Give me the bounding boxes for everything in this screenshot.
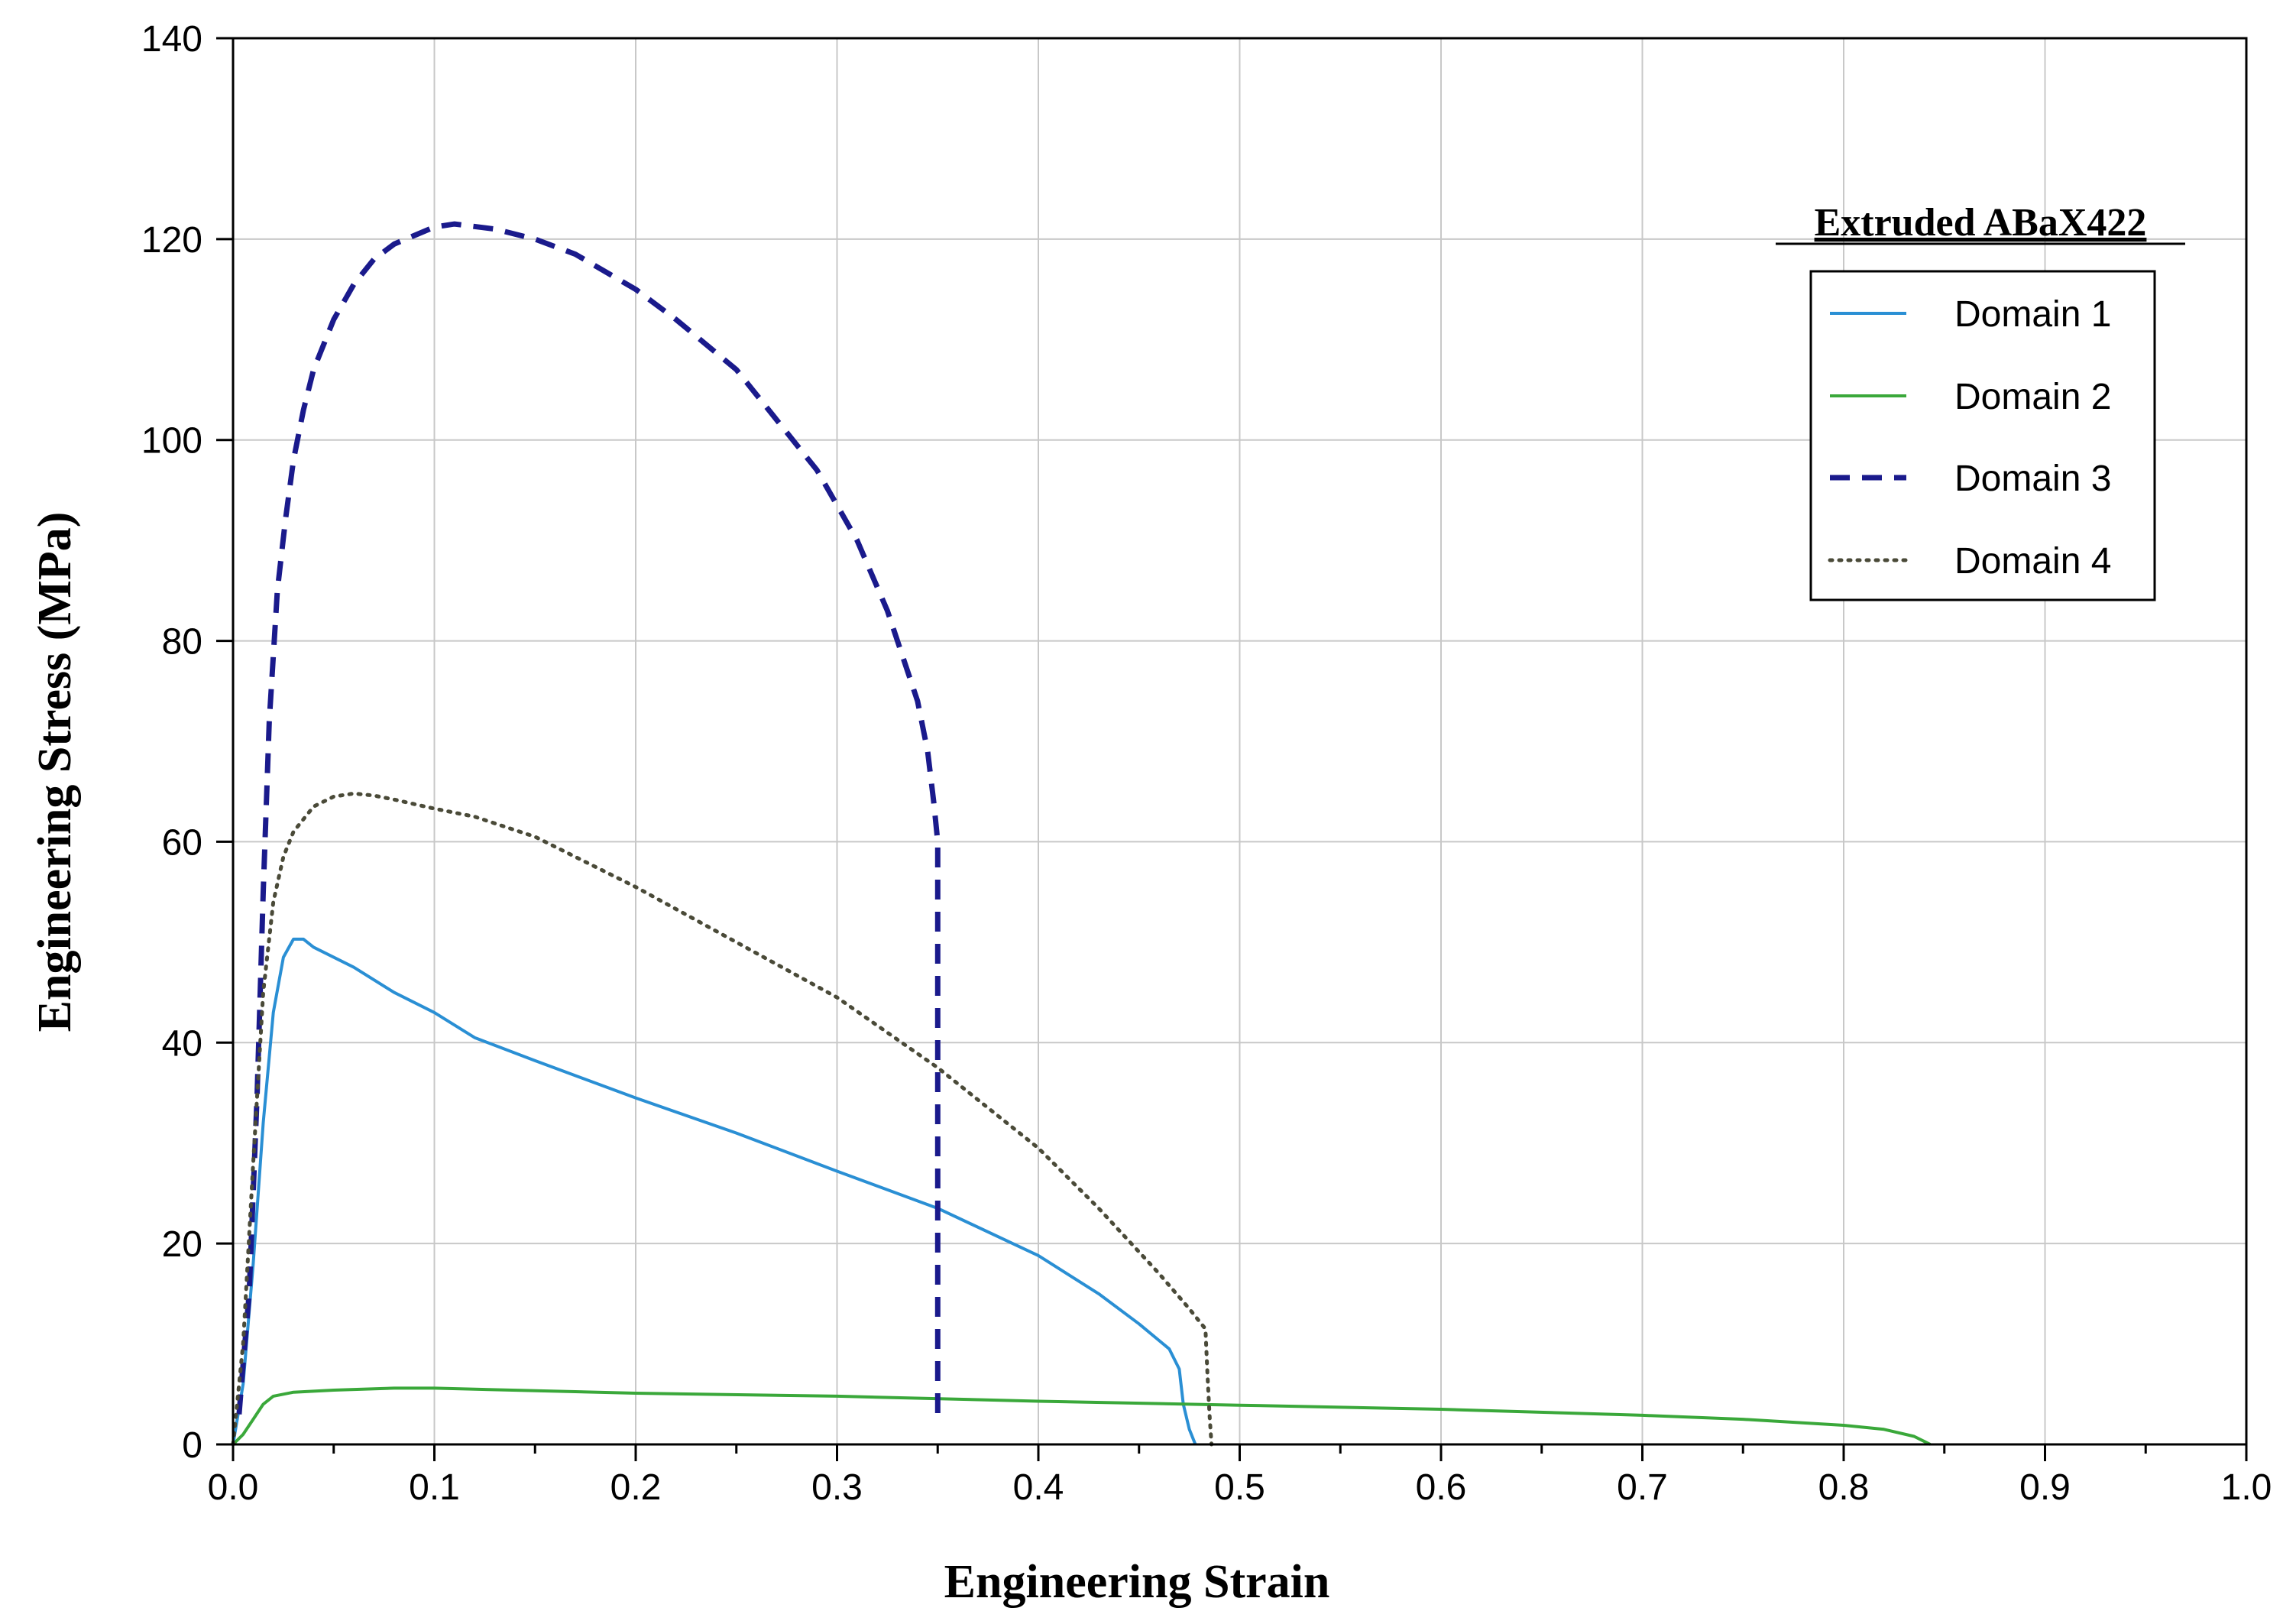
x-tick-label: 0.7	[1617, 1467, 1668, 1508]
legend-label: Domain 3	[1954, 459, 2111, 499]
y-tick-label: 140	[141, 19, 202, 60]
legend-entry-domain-2: Domain 2	[1830, 377, 2111, 417]
y-tick-label: 100	[141, 421, 202, 462]
legend-box	[1809, 270, 2156, 601]
x-tick-label: 0.2	[610, 1467, 662, 1508]
legend-label: Domain 4	[1954, 541, 2111, 582]
x-tick-label: 0.9	[2019, 1467, 2071, 1508]
legend-entry-domain-1: Domain 1	[1830, 294, 2111, 335]
x-tick-label: 0.0	[208, 1467, 259, 1508]
y-tick-label: 120	[141, 220, 202, 261]
x-tick-label: 0.4	[1013, 1467, 1064, 1508]
y-tick-label: 20	[162, 1224, 202, 1265]
x-tick-label: 0.1	[409, 1467, 460, 1508]
axis-ticks	[216, 37, 2248, 1461]
x-tick-label: 0.3	[811, 1467, 863, 1508]
legend-label: Domain 1	[1954, 294, 2111, 335]
series-line-domain-2	[232, 1386, 1932, 1446]
series-line-domain-3	[236, 221, 941, 1415]
y-axis-title: Engineering Stress (MPa)	[29, 512, 81, 1032]
y-tick-label: 40	[162, 1023, 202, 1064]
legend-label: Domain 2	[1954, 377, 2111, 417]
legend-entry-domain-4: Domain 4	[1828, 541, 2111, 582]
legend-entries: Domain 1 Domain 2 Domain 3 Domain 4	[1828, 294, 2111, 582]
series-line-domain-4	[231, 791, 1214, 1447]
y-tick-label: 60	[162, 822, 202, 863]
y-tick-label: 80	[162, 622, 202, 663]
x-tick-label: 0.5	[1214, 1467, 1265, 1508]
x-tick-label: 1.0	[2221, 1467, 2272, 1508]
x-tick-label: 0.8	[1818, 1467, 1870, 1508]
y-tick-label: 0	[182, 1425, 202, 1466]
series-line-domain-1	[232, 937, 1197, 1445]
legend-title: Extruded ABaX422	[1815, 201, 2147, 245]
legend-entry-domain-3: Domain 3	[1830, 459, 2111, 499]
tick-labels: 0.0 0.1 0.2 0.3 0.4 0.5 0.6 0.7 0.8 0.9 1.0 0 20 40 60…	[141, 19, 2272, 1508]
series-layer	[231, 221, 1932, 1447]
x-axis-title: Engineering Strain	[944, 1556, 1330, 1608]
x-tick-label: 0.6	[1416, 1467, 1467, 1508]
